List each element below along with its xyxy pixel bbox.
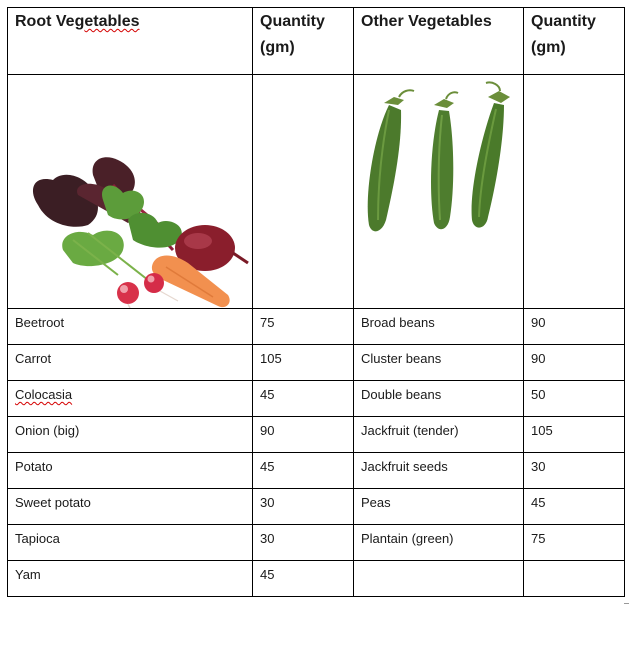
other-image-qty-cell bbox=[523, 74, 625, 309]
root-image-qty-cell bbox=[252, 74, 354, 309]
root-quantity-cell: 90 bbox=[252, 416, 354, 453]
other-quantity-cell: 30 bbox=[523, 452, 625, 489]
other-vegetable-cell: Broad beans bbox=[353, 308, 524, 345]
pea-pods-photo bbox=[367, 81, 510, 232]
table-end-mark bbox=[624, 603, 629, 604]
table-row: Sweet potato 30 Peas 45 bbox=[7, 488, 625, 525]
root-vegetable-cell: Carrot bbox=[7, 344, 253, 381]
root-vegetable-cell: Sweet potato bbox=[7, 488, 253, 525]
table-row: Carrot 105 Cluster beans 90 bbox=[7, 344, 625, 381]
table-row: Potato 45 Jackfruit seeds 30 bbox=[7, 452, 625, 489]
table-row: Onion (big) 90 Jackfruit (tender) 105 bbox=[7, 416, 625, 453]
other-vegetable-cell: Jackfruit seeds bbox=[353, 452, 524, 489]
image-row bbox=[7, 74, 625, 309]
root-vegetables-photo bbox=[33, 157, 249, 308]
header-row: Root Vegetables Quantity (gm) Other Vege… bbox=[7, 7, 625, 75]
table-row: Yam 45 bbox=[7, 560, 625, 597]
root-vegetables-header: Root Vegetables bbox=[7, 7, 253, 75]
table-row: Beetroot 75 Broad beans 90 bbox=[7, 308, 625, 345]
root-quantity-cell: 45 bbox=[252, 452, 354, 489]
other-vegetables-header: Other Vegetables bbox=[353, 7, 524, 75]
other-quantity-header: Quantity (gm) bbox=[523, 7, 625, 75]
other-quantity-cell: 105 bbox=[523, 416, 625, 453]
root-quantity-cell: 45 bbox=[252, 380, 354, 417]
other-quantity-cell bbox=[523, 560, 625, 597]
root-quantity-cell: 75 bbox=[252, 308, 354, 345]
root-quantity-cell: 105 bbox=[252, 344, 354, 381]
other-quantity-cell: 90 bbox=[523, 344, 625, 381]
other-quantity-cell: 45 bbox=[523, 488, 625, 525]
table-row: Colocasia 45 Double beans 50 bbox=[7, 380, 625, 417]
root-quantity-header: Quantity (gm) bbox=[252, 7, 354, 75]
other-vegetable-cell: Double beans bbox=[353, 380, 524, 417]
other-vegetable-cell: Jackfruit (tender) bbox=[353, 416, 524, 453]
root-vegetable-cell: Beetroot bbox=[7, 308, 253, 345]
root-vegetable-cell: Colocasia bbox=[7, 380, 253, 417]
other-vegetable-cell: Peas bbox=[353, 488, 524, 525]
root-quantity-cell: 45 bbox=[252, 560, 354, 597]
other-vegetable-cell: Cluster beans bbox=[353, 344, 524, 381]
table-row: Tapioca 30 Plantain (green) 75 bbox=[7, 524, 625, 561]
other-quantity-cell: 50 bbox=[523, 380, 625, 417]
root-vegetable-cell: Yam bbox=[7, 560, 253, 597]
root-quantity-cell: 30 bbox=[252, 524, 354, 561]
other-vegetable-cell bbox=[353, 560, 524, 597]
root-vegetable-cell: Onion (big) bbox=[7, 416, 253, 453]
root-vegetable-cell: Tapioca bbox=[7, 524, 253, 561]
other-quantity-cell: 90 bbox=[523, 308, 625, 345]
root-vegetables-image-cell bbox=[7, 74, 253, 309]
root-vegetable-cell: Potato bbox=[7, 452, 253, 489]
other-vegetables-image-cell bbox=[353, 74, 524, 309]
root-quantity-cell: 30 bbox=[252, 488, 354, 525]
other-vegetable-cell: Plantain (green) bbox=[353, 524, 524, 561]
other-quantity-cell: 75 bbox=[523, 524, 625, 561]
vegetable-quantity-table: Root Vegetables Quantity (gm) Other Vege… bbox=[7, 7, 625, 597]
